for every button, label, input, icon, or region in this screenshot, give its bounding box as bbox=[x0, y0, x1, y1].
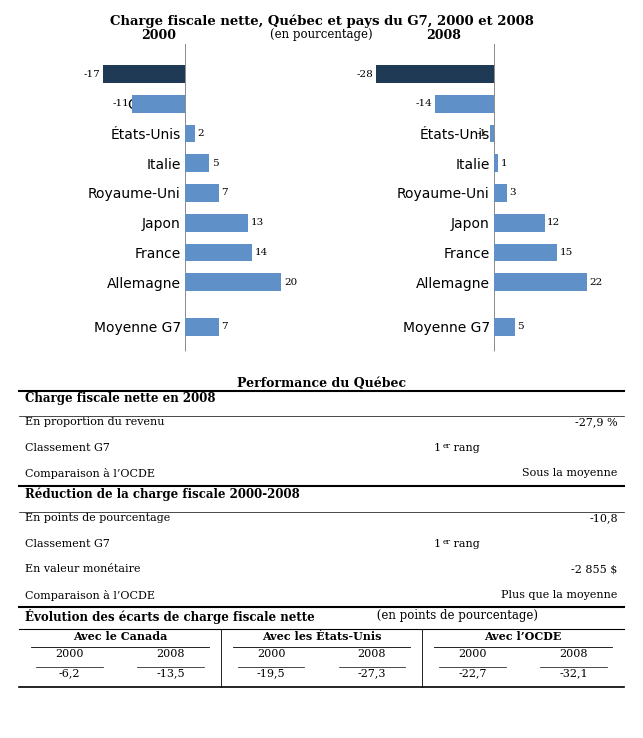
Text: 5: 5 bbox=[518, 323, 524, 331]
Text: er: er bbox=[442, 442, 450, 450]
Text: 7: 7 bbox=[221, 188, 228, 198]
Text: Réduction de la charge fiscale 2000-2008: Réduction de la charge fiscale 2000-2008 bbox=[25, 488, 300, 501]
Text: -27,9 %: -27,9 % bbox=[575, 418, 618, 427]
Text: rang: rang bbox=[449, 443, 480, 453]
Text: -17: -17 bbox=[83, 69, 100, 78]
Text: -22,7: -22,7 bbox=[458, 669, 487, 678]
Text: Avec le Canada: Avec le Canada bbox=[73, 631, 167, 642]
Text: 1: 1 bbox=[433, 539, 440, 548]
Text: 2000: 2000 bbox=[458, 649, 487, 659]
Text: (en points de pourcentage): (en points de pourcentage) bbox=[373, 609, 538, 621]
Text: Comparaison à l’OCDE: Comparaison à l’OCDE bbox=[25, 469, 156, 480]
Text: -1: -1 bbox=[477, 129, 487, 138]
Text: -19,5: -19,5 bbox=[257, 669, 285, 678]
Bar bbox=[185, 184, 219, 202]
Text: 2000: 2000 bbox=[141, 29, 176, 42]
Text: 2008: 2008 bbox=[156, 649, 185, 659]
Text: 7: 7 bbox=[221, 323, 228, 331]
Bar bbox=[185, 318, 219, 336]
Text: 12: 12 bbox=[547, 218, 560, 227]
Bar bbox=[185, 154, 209, 172]
Text: Charge fiscale nette, Québec et pays du G7, 2000 et 2008: Charge fiscale nette, Québec et pays du … bbox=[109, 15, 534, 28]
Text: -32,1: -32,1 bbox=[559, 669, 588, 678]
Text: 3: 3 bbox=[509, 188, 516, 198]
Bar bbox=[132, 94, 185, 113]
Bar bbox=[494, 184, 507, 202]
Bar bbox=[185, 125, 195, 142]
Text: 15: 15 bbox=[559, 248, 573, 257]
Text: (en pourcentage): (en pourcentage) bbox=[270, 28, 373, 41]
Bar bbox=[103, 65, 185, 83]
Text: -2 855 $: -2 855 $ bbox=[571, 564, 618, 574]
Text: Avec l’OCDE: Avec l’OCDE bbox=[484, 631, 562, 642]
Bar bbox=[494, 244, 557, 261]
Text: Classement G7: Classement G7 bbox=[25, 443, 110, 453]
Bar bbox=[494, 318, 515, 336]
Bar bbox=[494, 214, 545, 232]
Text: 2: 2 bbox=[197, 129, 204, 138]
Bar bbox=[494, 154, 498, 172]
Bar bbox=[435, 94, 494, 113]
Bar bbox=[185, 273, 282, 291]
Text: -10,8: -10,8 bbox=[589, 513, 618, 523]
Text: 2008: 2008 bbox=[559, 649, 588, 659]
Bar bbox=[185, 214, 248, 232]
Text: rang: rang bbox=[449, 539, 480, 548]
Text: En points de pourcentage: En points de pourcentage bbox=[25, 513, 170, 523]
Text: er: er bbox=[442, 538, 450, 546]
Text: 2000: 2000 bbox=[257, 649, 285, 659]
Text: -6,2: -6,2 bbox=[59, 669, 80, 678]
Text: 5: 5 bbox=[212, 159, 219, 168]
Text: 2008: 2008 bbox=[426, 29, 461, 42]
Bar bbox=[494, 273, 586, 291]
Text: 1: 1 bbox=[433, 443, 440, 453]
Text: Comparaison à l’OCDE: Comparaison à l’OCDE bbox=[25, 590, 156, 601]
Text: -14: -14 bbox=[415, 99, 432, 108]
Text: Avec les États-Unis: Avec les États-Unis bbox=[262, 631, 381, 642]
Text: Évolution des écarts de charge fiscale nette: Évolution des écarts de charge fiscale n… bbox=[25, 609, 315, 624]
Bar bbox=[185, 244, 252, 261]
Text: Sous la moyenne: Sous la moyenne bbox=[522, 469, 618, 478]
Text: 2000: 2000 bbox=[55, 649, 84, 659]
Text: Plus que la moyenne: Plus que la moyenne bbox=[502, 590, 618, 600]
Text: -27,3: -27,3 bbox=[358, 669, 386, 678]
Text: -11: -11 bbox=[112, 99, 129, 108]
Text: Performance du Québec: Performance du Québec bbox=[237, 377, 406, 390]
Bar bbox=[376, 65, 494, 83]
Text: 14: 14 bbox=[255, 248, 269, 257]
Text: 1: 1 bbox=[501, 159, 507, 168]
Text: 13: 13 bbox=[251, 218, 264, 227]
Text: -13,5: -13,5 bbox=[156, 669, 185, 678]
Bar bbox=[490, 125, 494, 142]
Text: -28: -28 bbox=[356, 69, 373, 78]
Text: 20: 20 bbox=[284, 277, 298, 286]
Text: En valeur monétaire: En valeur monétaire bbox=[25, 564, 141, 574]
Text: 22: 22 bbox=[589, 277, 602, 286]
Text: 2008: 2008 bbox=[358, 649, 386, 659]
Text: Classement G7: Classement G7 bbox=[25, 539, 110, 548]
Text: Charge fiscale nette en 2008: Charge fiscale nette en 2008 bbox=[25, 392, 216, 405]
Text: En proportion du revenu: En proportion du revenu bbox=[25, 418, 165, 427]
